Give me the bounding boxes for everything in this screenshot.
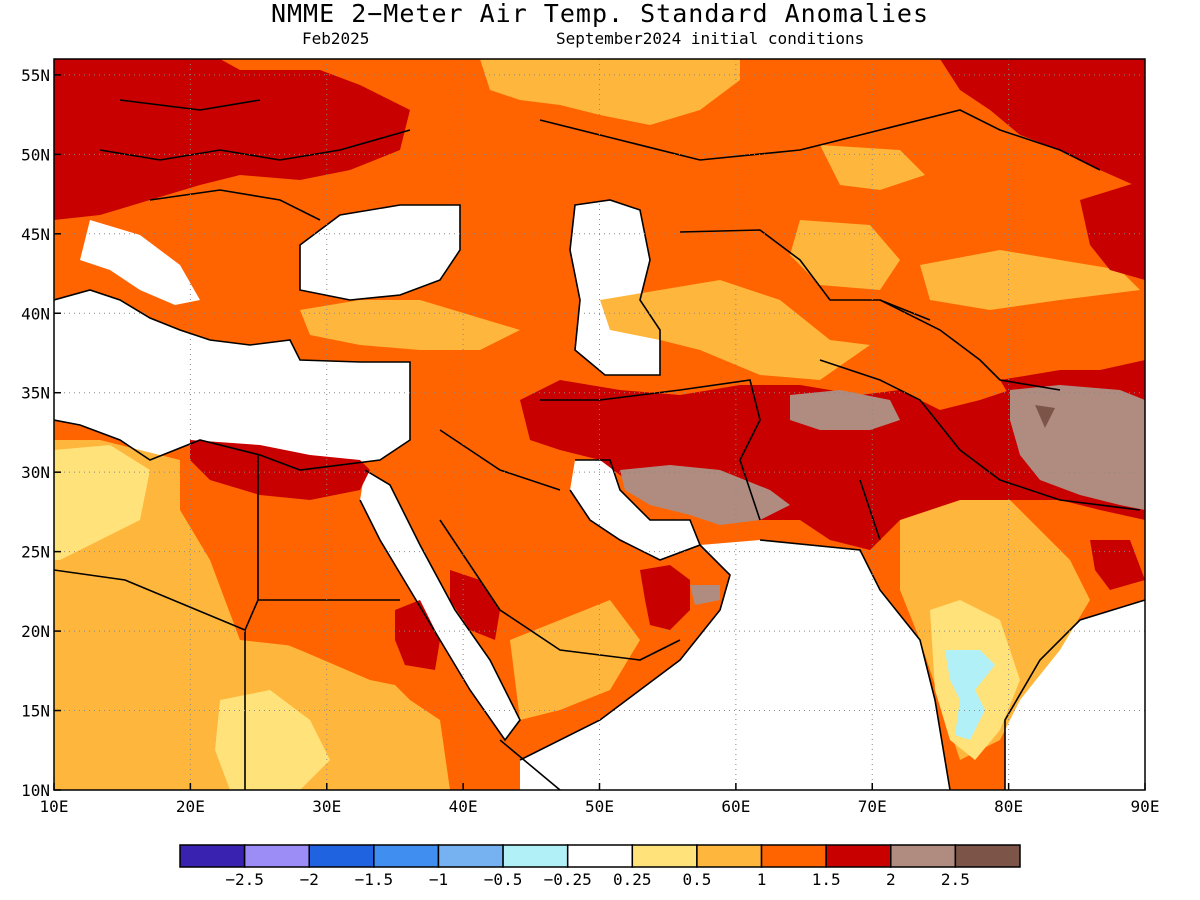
- border-europe: [99, 99, 411, 221]
- colorbar-label: 2: [886, 870, 896, 889]
- colorbar-swatch: [179, 844, 246, 868]
- coast-black-sea: [299, 204, 461, 301]
- field-cyan-india: [945, 650, 995, 740]
- field-yellow-africa: [54, 445, 150, 560]
- field-red-egypt: [190, 440, 370, 500]
- field-light-orange: [54, 440, 450, 790]
- coast-caspian: [569, 199, 661, 376]
- colorbar-swatch: [954, 844, 1021, 868]
- latitude-ticks: 10N 15N 20N 25N 30N 35N 40N 45N 50N 55N: [21, 66, 61, 800]
- lat-tick-label: 25N: [21, 543, 50, 562]
- field-yellow-africa-2: [215, 690, 330, 790]
- colorbar-label: −0.25: [544, 870, 592, 889]
- lat-tick-label: 50N: [21, 145, 50, 164]
- colorbar-swatch: [308, 844, 375, 868]
- colorbar-label: −2.5: [225, 870, 264, 889]
- field-light-orange-north: [480, 59, 740, 125]
- colorbar-swatch: [825, 844, 892, 868]
- lon-tick-label: 10E: [40, 797, 69, 816]
- colorbar-label: −1.5: [355, 870, 394, 889]
- field-light-orange-central: [600, 280, 870, 380]
- field-light-orange-turkey: [300, 300, 520, 350]
- colorbar-label: 1: [757, 870, 767, 889]
- colorbar-swatch: [373, 844, 440, 868]
- colorbar-label: 1.5: [812, 870, 841, 889]
- field-brown-oman: [690, 585, 720, 605]
- field-red-bangladesh: [1090, 540, 1145, 590]
- map-title: NMME 2−Meter Air Temp. Standard Anomalie…: [270, 0, 930, 28]
- valid-month-label: Feb2025: [302, 29, 370, 48]
- field-red-europe: [54, 59, 410, 220]
- field-red-sudan: [395, 600, 440, 670]
- adriatic-white: [80, 220, 200, 305]
- colorbar-swatch: [502, 844, 569, 868]
- colorbar: [179, 844, 1021, 868]
- field-red-east: [1080, 180, 1145, 280]
- lon-tick-label: 80E: [994, 797, 1023, 816]
- colorbar-swatch: [890, 844, 957, 868]
- border-libya-chad: [54, 569, 246, 631]
- colorbar-label: −2: [300, 870, 319, 889]
- coast-horn: [499, 739, 561, 790]
- border-india: [819, 359, 1141, 541]
- lat-tick-label: 40N: [21, 304, 50, 323]
- gulf-white: [570, 460, 700, 560]
- colorbar-label: 0.25: [613, 870, 652, 889]
- lat-tick-label: 35N: [21, 384, 50, 403]
- field-red-saudi: [450, 570, 500, 640]
- coast-bay-of-bengal: [1004, 599, 1145, 790]
- anomaly-fields: [54, 59, 1145, 790]
- border-china: [879, 299, 1061, 391]
- field-red-siberia: [940, 59, 1145, 190]
- lon-tick-label: 30E: [312, 797, 341, 816]
- field-light-orange-arabia: [510, 600, 640, 720]
- black-sea-white: [300, 205, 460, 300]
- lat-tick-label: 15N: [21, 702, 50, 721]
- longitude-ticks: 10E 20E 30E 40E 50E 60E 70E 80E 90E: [40, 783, 1160, 816]
- coastlines: [54, 99, 1145, 790]
- colorbar-swatch: [566, 844, 634, 868]
- lat-tick-label: 20N: [21, 622, 50, 641]
- field-brown-iran: [620, 465, 790, 525]
- field-red-oman: [640, 565, 690, 630]
- field-light-orange-kazakh: [820, 145, 925, 190]
- colorbar-swatch: [437, 844, 504, 868]
- lon-tick-label: 70E: [858, 797, 887, 816]
- lon-tick-label: 60E: [721, 797, 750, 816]
- field-brown-tibet-dark: [1035, 405, 1055, 428]
- coast-red-sea: [359, 469, 521, 742]
- field-light-orange-steppe: [790, 220, 900, 290]
- lon-tick-label: 20E: [176, 797, 205, 816]
- lon-tick-label: 40E: [449, 797, 478, 816]
- lon-tick-label: 50E: [585, 797, 614, 816]
- lat-tick-label: 45N: [21, 225, 50, 244]
- lat-tick-label: 10N: [21, 781, 50, 800]
- colorbar-swatch: [760, 844, 827, 868]
- border-kazakh-russia: [539, 109, 1101, 171]
- mediterranean-white: [54, 290, 410, 470]
- gridlines: [54, 59, 1145, 790]
- colorbar-label: 0.5: [682, 870, 711, 889]
- coast-gulf: [569, 459, 702, 561]
- colorbar-swatch: [243, 844, 310, 868]
- colorbar-label: −0.5: [484, 870, 523, 889]
- colorbar-labels: −2.5 −2 −1.5 −1 −0.5 −0.25 0.25 0.5 1 1.5 2 2.5: [225, 870, 969, 889]
- lon-tick-label: 90E: [1131, 797, 1160, 816]
- field-light-orange-mongolia: [920, 250, 1140, 310]
- colorbar-label: 2.5: [941, 870, 970, 889]
- colorbar-swatch: [696, 844, 763, 868]
- colorbar-swatch: [631, 844, 698, 868]
- field-orange-east-africa: [250, 560, 420, 690]
- lat-tick-label: 30N: [21, 463, 50, 482]
- colorbar-label: −1: [429, 870, 448, 889]
- initial-conditions-label: September2024 initial conditions: [556, 29, 865, 48]
- red-sea-white: [360, 470, 520, 740]
- border-saudi: [439, 429, 681, 661]
- coast-mediterranean: [54, 289, 411, 471]
- arabian-sea-white: [520, 540, 950, 790]
- bay-of-bengal-white: [1005, 600, 1145, 790]
- lat-tick-label: 55N: [21, 66, 50, 85]
